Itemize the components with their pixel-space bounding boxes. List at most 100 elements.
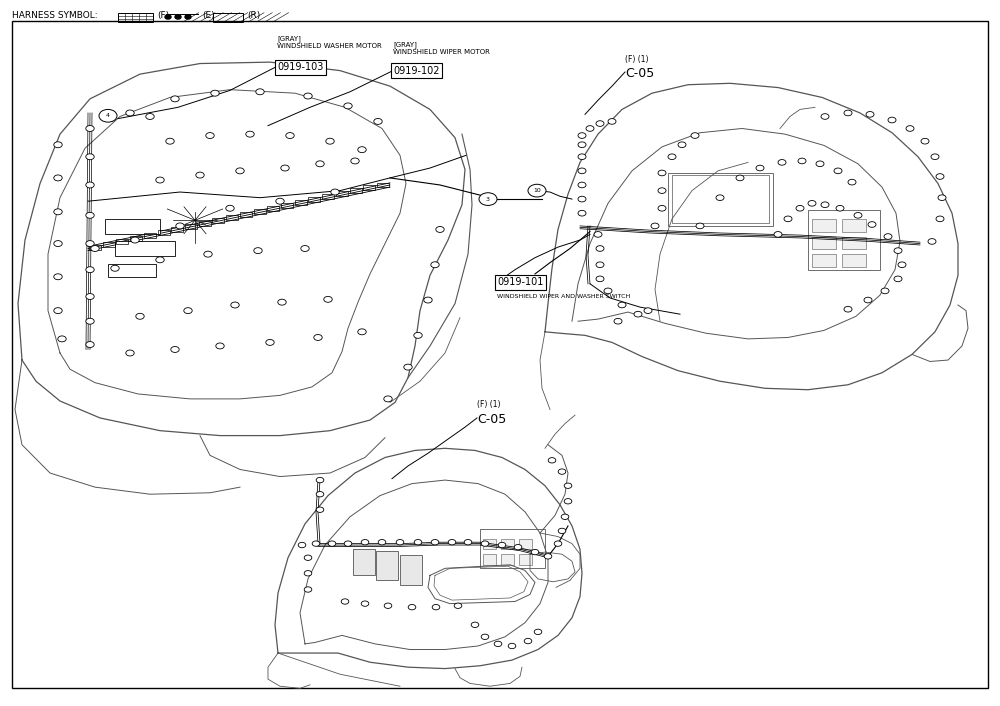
Circle shape <box>146 114 154 119</box>
Circle shape <box>204 251 212 257</box>
Circle shape <box>326 138 334 144</box>
Bar <box>295 201 307 205</box>
Text: 0919-103: 0919-103 <box>277 62 323 72</box>
Circle shape <box>86 241 94 246</box>
Circle shape <box>658 170 666 176</box>
Circle shape <box>111 265 119 271</box>
Circle shape <box>561 514 569 520</box>
Bar <box>158 230 170 235</box>
Circle shape <box>531 549 539 555</box>
Circle shape <box>226 205 234 211</box>
Bar <box>185 224 197 229</box>
Circle shape <box>658 188 666 193</box>
Circle shape <box>596 262 604 268</box>
Circle shape <box>171 96 179 102</box>
Circle shape <box>564 498 572 504</box>
Circle shape <box>578 210 586 216</box>
Circle shape <box>884 234 892 239</box>
Circle shape <box>691 133 699 138</box>
Circle shape <box>668 154 676 160</box>
Bar <box>842 254 866 267</box>
Circle shape <box>358 329 366 335</box>
Circle shape <box>281 165 289 171</box>
Bar <box>350 189 362 193</box>
Bar <box>213 13 243 22</box>
Text: 3: 3 <box>486 196 490 202</box>
Circle shape <box>528 184 546 197</box>
Circle shape <box>558 528 566 534</box>
Circle shape <box>304 587 312 592</box>
Circle shape <box>578 133 586 138</box>
Circle shape <box>126 350 134 356</box>
Bar <box>501 539 514 549</box>
Circle shape <box>844 110 852 116</box>
Circle shape <box>54 274 62 280</box>
Circle shape <box>558 469 566 474</box>
Text: (F): (F) <box>157 11 169 20</box>
Circle shape <box>479 193 497 205</box>
Circle shape <box>86 213 94 218</box>
Bar <box>501 554 514 565</box>
Bar <box>118 13 153 22</box>
Circle shape <box>906 126 914 131</box>
Circle shape <box>276 198 284 204</box>
Circle shape <box>126 110 134 116</box>
Circle shape <box>564 483 572 489</box>
Circle shape <box>86 342 94 347</box>
Circle shape <box>99 109 117 122</box>
Circle shape <box>91 246 99 251</box>
Circle shape <box>206 133 214 138</box>
Circle shape <box>614 318 622 324</box>
Circle shape <box>578 154 586 160</box>
Circle shape <box>86 318 94 324</box>
Text: (R): (R) <box>247 11 260 20</box>
Circle shape <box>414 333 422 338</box>
Bar <box>199 221 211 226</box>
Circle shape <box>864 297 872 303</box>
Text: 4: 4 <box>106 113 110 119</box>
Circle shape <box>854 213 862 218</box>
Circle shape <box>596 276 604 282</box>
Circle shape <box>658 205 666 211</box>
Circle shape <box>756 165 764 171</box>
Circle shape <box>594 232 602 237</box>
Bar <box>668 173 773 226</box>
Circle shape <box>898 262 906 268</box>
Circle shape <box>298 542 306 548</box>
Text: WINDSHIELD WIPER AND WASHER SWITCH: WINDSHIELD WIPER AND WASHER SWITCH <box>497 294 630 299</box>
Circle shape <box>54 308 62 313</box>
Circle shape <box>166 138 174 144</box>
Text: C-05: C-05 <box>625 67 654 80</box>
Circle shape <box>678 142 686 148</box>
Circle shape <box>778 160 786 165</box>
Circle shape <box>156 257 164 263</box>
Bar <box>130 236 142 241</box>
Circle shape <box>471 622 479 628</box>
Circle shape <box>316 491 324 497</box>
Text: (F) (1): (F) (1) <box>477 400 501 409</box>
Bar <box>812 254 836 267</box>
Circle shape <box>316 507 324 513</box>
Bar <box>483 554 496 565</box>
Bar <box>322 194 334 199</box>
Bar <box>808 210 880 270</box>
Circle shape <box>396 539 404 545</box>
Text: [GRAY]
WINDSHIELD WASHER MOTOR: [GRAY] WINDSHIELD WASHER MOTOR <box>277 35 382 49</box>
Circle shape <box>578 168 586 174</box>
Circle shape <box>634 311 642 317</box>
Circle shape <box>136 313 144 319</box>
Circle shape <box>86 154 94 160</box>
Circle shape <box>316 477 324 483</box>
Circle shape <box>231 302 239 308</box>
Circle shape <box>844 306 852 312</box>
Circle shape <box>604 288 612 294</box>
Circle shape <box>494 641 502 647</box>
Text: [GRAY]
WINDSHIELD WIPER MOTOR: [GRAY] WINDSHIELD WIPER MOTOR <box>393 41 490 55</box>
Circle shape <box>554 541 562 546</box>
Bar <box>240 212 252 217</box>
Circle shape <box>498 542 506 548</box>
Circle shape <box>384 603 392 609</box>
Circle shape <box>936 174 944 179</box>
Circle shape <box>314 335 322 340</box>
Circle shape <box>424 297 432 303</box>
